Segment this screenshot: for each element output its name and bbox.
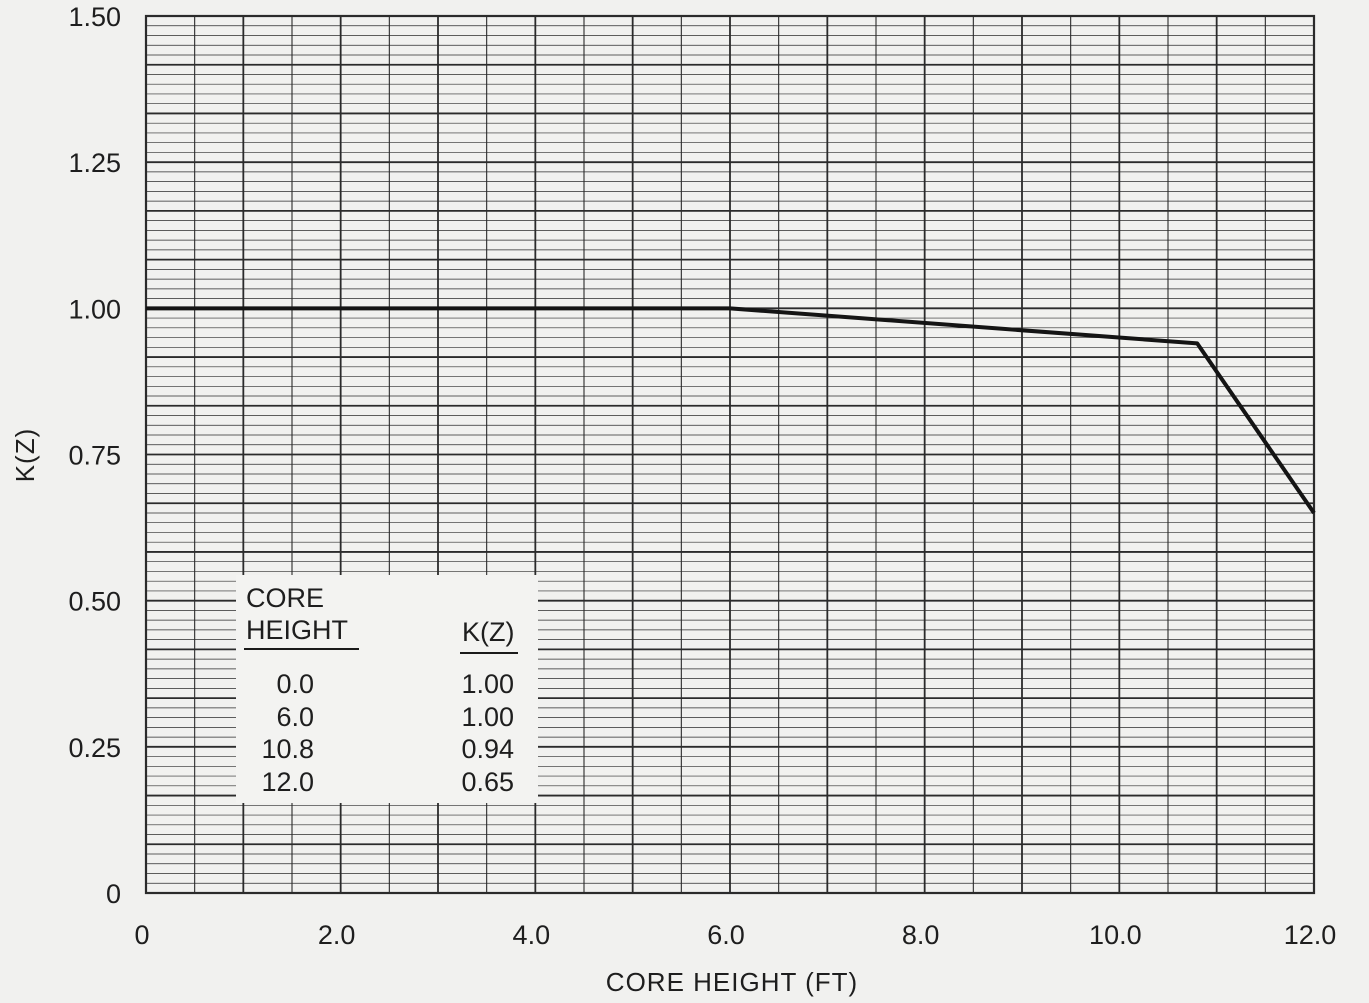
y-tick-label: 0.25 (68, 733, 121, 763)
table-header-kz: K(Z) (462, 617, 514, 647)
table-header-core: CORE (246, 583, 324, 613)
table-cell: 0.0 (276, 669, 314, 699)
table-background (236, 575, 538, 803)
y-axis-title: K(Z) (10, 428, 40, 483)
y-tick-label: 1.00 (68, 294, 121, 324)
y-tick-label: 0.50 (68, 587, 121, 617)
y-tick-label: 1.25 (68, 148, 121, 178)
table-cell: 1.00 (461, 669, 514, 699)
table-cell: 6.0 (276, 702, 314, 732)
data-series (146, 306, 1316, 515)
x-tick-label: 4.0 (513, 920, 551, 950)
axis-tick-labels: 0 2.0 4.0 6.0 8.0 10.0 12.000.250.500.751.001.… (68, 2, 1336, 950)
x-tick-label: 10.0 (1089, 920, 1142, 950)
table-cell: 12.0 (261, 767, 314, 797)
y-tick-label: 0 (106, 879, 121, 909)
table-cell: 0.94 (461, 734, 514, 764)
plot-frame (144, 14, 1316, 895)
x-tick-label: 12.0 (1284, 920, 1337, 950)
table-cell: 10.8 (261, 734, 314, 764)
table-cell: 1.00 (461, 702, 514, 732)
x-tick-label: 6.0 (707, 920, 745, 950)
table-cell: 0.65 (461, 767, 514, 797)
x-tick-label: 8.0 (902, 920, 940, 950)
y-tick-label: 1.50 (68, 2, 121, 32)
series-line (146, 306, 1316, 515)
y-tick-label: 0.75 (68, 441, 121, 471)
table-header-height: HEIGHT (246, 615, 348, 645)
x-tick-label: 0 (134, 920, 149, 950)
data-table: CORE HEIGHT K(Z) 0.0 1.00 6.0 1.00 10.8 … (236, 575, 538, 803)
x-tick-label: 2.0 (318, 920, 356, 950)
x-axis-title: CORE HEIGHT (FT) (606, 967, 858, 997)
